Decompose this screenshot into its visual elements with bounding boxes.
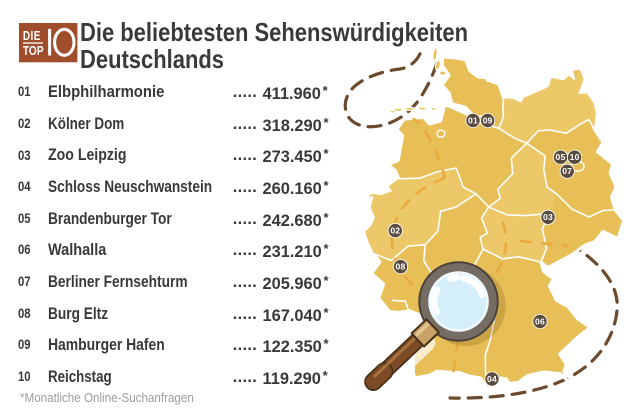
svg-text:02: 02 (390, 226, 400, 236)
svg-text:09: 09 (483, 115, 493, 125)
svg-text:04: 04 (487, 374, 497, 384)
svg-text:TOP: TOP (22, 45, 43, 58)
svg-text:10: 10 (570, 152, 580, 162)
svg-text:06: 06 (535, 316, 545, 326)
svg-text:07: 07 (562, 166, 572, 176)
svg-text:DIE: DIE (22, 30, 40, 43)
svg-text:01: 01 (468, 115, 478, 125)
svg-text:08: 08 (396, 262, 406, 272)
svg-text:03: 03 (543, 212, 553, 222)
svg-text:05: 05 (556, 152, 566, 162)
